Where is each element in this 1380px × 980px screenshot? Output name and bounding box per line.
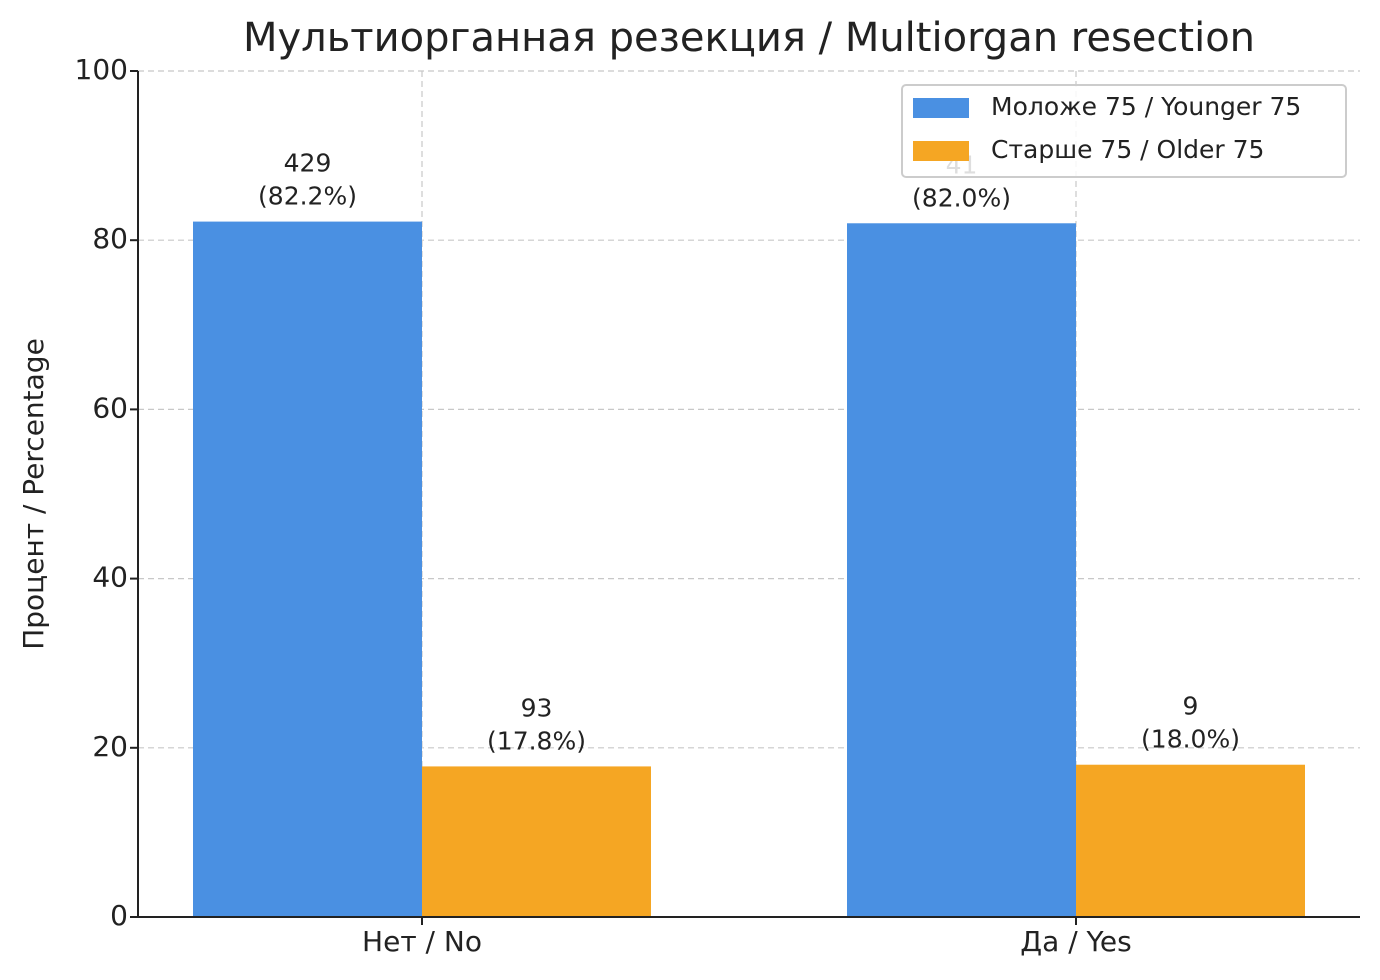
legend-label: Старше 75 / Older 75	[991, 135, 1264, 164]
y-tick-label: 100	[75, 53, 128, 86]
bar	[422, 766, 651, 917]
bar	[1076, 764, 1305, 917]
value-label: 93	[521, 693, 553, 722]
legend-box	[901, 84, 1347, 178]
legend-swatch	[913, 98, 969, 118]
value-label: (18.0%)	[1141, 725, 1240, 754]
value-label: (82.0%)	[912, 183, 1011, 212]
legend-swatch	[913, 141, 969, 161]
value-label: 429	[284, 149, 332, 178]
y-tick-label: 20	[92, 730, 128, 763]
value-label: (82.2%)	[258, 182, 357, 211]
value-label: (17.8%)	[487, 726, 586, 755]
chart-title: Мультиорганная резекция / Multiorgan res…	[243, 15, 1255, 61]
x-tick-label: Да / Yes	[1020, 925, 1131, 958]
y-tick-label: 0	[110, 899, 128, 932]
value-label: 9	[1183, 692, 1199, 721]
y-tick-label: 60	[92, 391, 128, 424]
y-tick-label: 40	[92, 561, 128, 594]
bar	[193, 221, 422, 917]
bar	[847, 223, 1076, 917]
y-tick-label: 80	[92, 222, 128, 255]
legend-label: Моложе 75 / Younger 75	[991, 92, 1301, 121]
x-tick-label: Нет / No	[362, 925, 482, 958]
y-axis-label: Процент / Percentage	[17, 338, 50, 650]
